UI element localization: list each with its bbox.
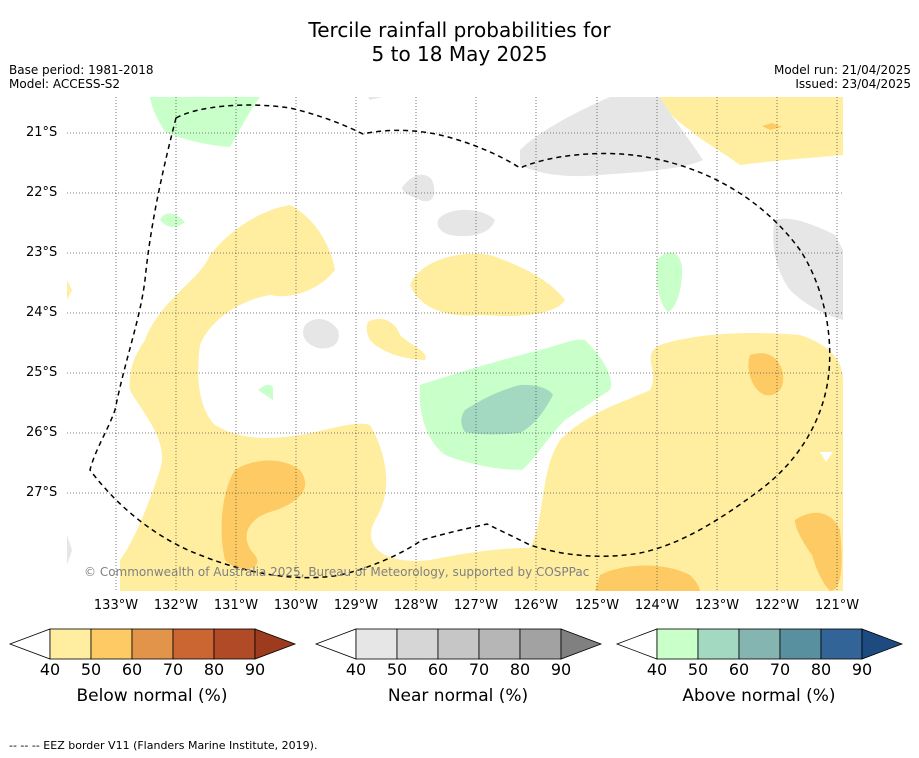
lon-label-123w: 123°W (694, 598, 740, 613)
colorbar-above-tick: 50 (687, 660, 709, 679)
copyright-credit: © Commonwealth of Australia 2025, Bureau… (84, 565, 590, 579)
lon-label-131w: 131°W (213, 598, 259, 613)
lat-label-22s: 22°S (26, 185, 58, 200)
lon-label-121w: 121°W (814, 598, 860, 613)
lon-label-128w: 128°W (393, 598, 439, 613)
colorbars (8, 628, 904, 660)
below-normal-50-east (748, 353, 784, 396)
colorbar-near-tick: 80 (509, 660, 531, 679)
colorbar-near-tick: 50 (386, 660, 408, 679)
colorbar-near-caption: Near normal (%) (387, 686, 529, 706)
below-normal-region-central (410, 253, 565, 317)
above-normal-blob-1 (160, 213, 185, 227)
meta-right: Model run: 21/04/2025 Issued: 23/04/2025 (774, 63, 911, 91)
model-run: Model run: 21/04/2025 (773, 63, 911, 77)
colorbar-below-segment (90, 628, 133, 660)
eez-border (89, 104, 831, 579)
colorbar-above-caption: Above normal (%) (682, 686, 836, 706)
colorbar-near-segment (519, 628, 562, 660)
title-line-2: 5 to 18 May 2025 (371, 42, 548, 66)
lon-label-127w: 127°W (453, 598, 499, 613)
lat-label-24s: 24°S (26, 305, 58, 320)
lat-label-21s: 21°S (26, 125, 58, 140)
colorbar-near-segment (437, 628, 480, 660)
base-period: Base period: 1981-2018 (9, 63, 154, 77)
lat-label-23s: 23°S (26, 245, 58, 260)
colorbar-below-tick: 70 (162, 660, 184, 679)
colorbar-near-segment (478, 628, 521, 660)
colorbar-near-segment (396, 628, 439, 660)
colorbar-near-segment (355, 628, 398, 660)
colorbar-below-tick: 80 (203, 660, 225, 679)
model-name: Model: ACCESS-S2 (9, 77, 121, 91)
map-contours (67, 97, 843, 591)
below-normal-region-northeast (660, 97, 843, 165)
colorbar-near-tick: 90 (550, 660, 572, 679)
above-normal-region-northwest (150, 97, 260, 147)
colorbar-above-segment (656, 628, 699, 660)
issued-date: Issued: 23/04/2025 (795, 77, 911, 91)
colorbar-above-tick: 90 (851, 660, 873, 679)
colorbar-below-segment (213, 628, 256, 660)
lon-label-129w: 129°W (333, 598, 379, 613)
colorbar-above-tick: 70 (769, 660, 791, 679)
near-normal-sliver-top (368, 97, 382, 100)
colorbar-above-segment (738, 628, 781, 660)
lat-label-26s: 26°S (26, 425, 58, 440)
colorbar-above-tick: 60 (728, 660, 750, 679)
near-normal-blob-1 (402, 174, 435, 202)
lon-label-130w: 130°W (273, 598, 319, 613)
above-normal-region-east (656, 252, 683, 312)
near-normal-sliver-west (67, 535, 72, 565)
lon-label-133w: 133°W (93, 598, 139, 613)
meta-left: Base period: 1981-2018 Model: ACCESS-S2 (9, 63, 154, 91)
lon-label-125w: 125°W (574, 598, 620, 613)
lat-label-27s: 27°S (26, 485, 58, 500)
below-normal-50-southeast (795, 512, 842, 591)
colorbar-above-segment (779, 628, 822, 660)
lon-label-122w: 122°W (754, 598, 800, 613)
colorbar-near-right-arrow (560, 628, 603, 660)
no-signal-gap-east (820, 452, 833, 462)
colorbar-below-caption: Below normal (%) (76, 686, 228, 706)
colorbar-below-tick: 90 (244, 660, 266, 679)
colorbar-near-tick: 40 (345, 660, 367, 679)
probability-map (67, 97, 843, 591)
lon-label-132w: 132°W (153, 598, 199, 613)
colorbar-above-tick: 40 (646, 660, 668, 679)
colorbar-below-segment (49, 628, 92, 660)
below-normal-region-small (366, 318, 426, 360)
colorbar-above-segment (697, 628, 740, 660)
colorbar-below-tick: 40 (39, 660, 61, 679)
colorbar-below-right-arrow (254, 628, 297, 660)
colorbar-above-segment (820, 628, 863, 660)
map-gridlines (67, 97, 843, 591)
colorbar-near-tick: 70 (468, 660, 490, 679)
near-normal-region-east (773, 218, 843, 320)
colorbar-below-left-arrow (8, 628, 51, 660)
title-line-1: Tercile rainfall probabilities for (308, 18, 611, 42)
colorbar-below-tick: 50 (80, 660, 102, 679)
below-normal-50-south (595, 565, 700, 591)
near-normal-blob-2 (437, 209, 495, 237)
colorbar-above-left-arrow (615, 628, 658, 660)
colorbar-below-segment (131, 628, 174, 660)
map-title: Tercile rainfall probabilities for 5 to … (0, 18, 919, 66)
lat-label-25s: 25°S (26, 365, 58, 380)
colorbar-above-tick: 80 (810, 660, 832, 679)
colorbar-below-segment (172, 628, 215, 660)
eez-footnote: -- -- -- EEZ border V11 (Flanders Marine… (9, 739, 318, 752)
near-normal-blob-3 (303, 318, 339, 349)
lon-label-126w: 126°W (513, 598, 559, 613)
colorbar-below-tick: 60 (121, 660, 143, 679)
below-normal-50-southwest (221, 460, 306, 570)
above-normal-50-central (461, 384, 553, 435)
lon-label-124w: 124°W (634, 598, 680, 613)
below-normal-region-west-edge (67, 280, 72, 300)
colorbar-near-tick: 60 (427, 660, 449, 679)
below-normal-50-small-ne (762, 123, 782, 130)
above-normal-blob-2 (258, 384, 273, 400)
colorbar-near-left-arrow (314, 628, 357, 660)
colorbar-above-right-arrow (861, 628, 904, 660)
